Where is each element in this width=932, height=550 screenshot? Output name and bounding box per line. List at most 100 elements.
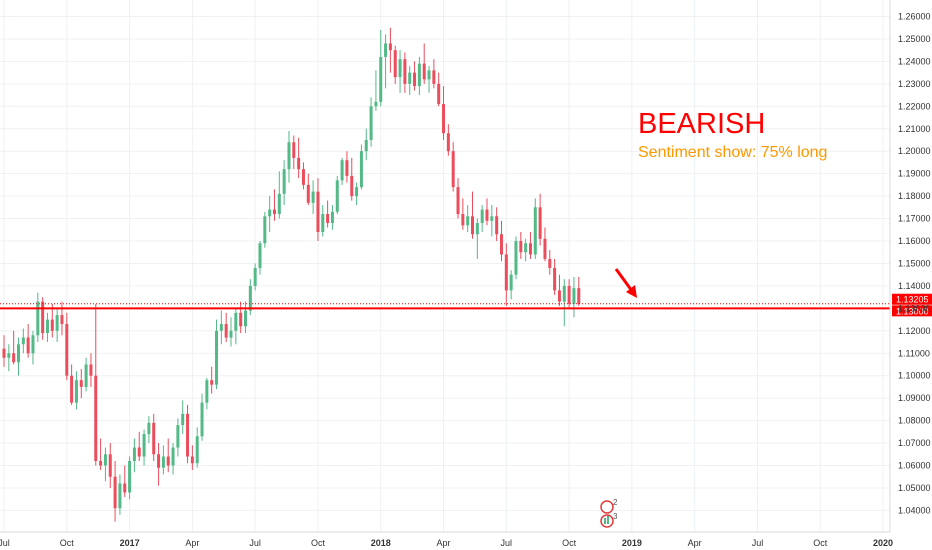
candle[interactable] [499, 220, 503, 262]
candle[interactable] [137, 431, 141, 462]
badge-flag[interactable]: 3 [600, 512, 618, 528]
candle[interactable] [161, 445, 165, 475]
candle[interactable] [113, 461, 117, 522]
candle[interactable] [369, 97, 373, 147]
candle[interactable] [326, 200, 330, 228]
candle[interactable] [272, 189, 276, 221]
candle[interactable] [152, 413, 156, 462]
annotation-subtitle[interactable]: Sentiment show: 75% long [638, 144, 827, 161]
candle[interactable] [268, 196, 272, 233]
candle[interactable] [374, 70, 378, 111]
candle[interactable] [50, 303, 54, 338]
candle[interactable] [364, 128, 368, 161]
candle[interactable] [528, 232, 532, 259]
candle[interactable] [157, 443, 161, 486]
candle[interactable] [74, 371, 78, 410]
candle[interactable] [388, 27, 392, 73]
candle[interactable] [509, 270, 513, 300]
candle[interactable] [456, 178, 460, 219]
candle[interactable] [359, 144, 363, 190]
candle[interactable] [514, 236, 518, 280]
candle[interactable] [79, 368, 83, 399]
candle[interactable] [65, 312, 69, 381]
candle[interactable] [171, 443, 175, 475]
candle[interactable] [548, 249, 552, 275]
candle[interactable] [132, 438, 136, 473]
candle[interactable] [176, 418, 180, 457]
candle[interactable] [562, 279, 566, 327]
candle-series[interactable] [2, 27, 581, 522]
candle[interactable] [311, 180, 315, 215]
candle[interactable] [480, 205, 484, 233]
candle[interactable] [345, 151, 349, 183]
candle[interactable] [403, 52, 407, 93]
candle[interactable] [524, 238, 528, 262]
candle[interactable] [210, 366, 214, 394]
candle[interactable] [393, 45, 397, 84]
candle[interactable] [2, 335, 6, 367]
down-arrow-icon[interactable] [614, 268, 637, 298]
candle[interactable] [427, 65, 431, 93]
candle[interactable] [45, 312, 49, 343]
candle[interactable] [504, 243, 508, 307]
candle[interactable] [224, 312, 228, 343]
candle[interactable] [253, 263, 257, 291]
candle[interactable] [398, 50, 402, 93]
candle[interactable] [316, 178, 320, 241]
candle[interactable] [12, 330, 16, 365]
candle[interactable] [519, 232, 523, 259]
candle[interactable] [553, 258, 557, 295]
candle[interactable] [84, 357, 88, 392]
candle[interactable] [108, 443, 112, 488]
candle[interactable] [31, 330, 35, 365]
candle[interactable] [451, 142, 455, 192]
candle[interactable] [321, 205, 325, 237]
candle[interactable] [475, 218, 479, 259]
candle[interactable] [181, 400, 185, 435]
candle[interactable] [408, 65, 412, 96]
candle[interactable] [350, 157, 354, 201]
candle[interactable] [258, 241, 262, 275]
candle[interactable] [471, 191, 475, 239]
candle[interactable] [26, 324, 30, 358]
candle[interactable] [432, 59, 436, 89]
candle[interactable] [186, 404, 190, 464]
candle[interactable] [567, 279, 571, 309]
candle[interactable] [437, 72, 441, 107]
candle[interactable] [70, 364, 74, 405]
candle[interactable] [234, 308, 238, 345]
candle[interactable] [417, 56, 421, 96]
candle[interactable] [306, 173, 310, 206]
candle[interactable] [292, 135, 296, 170]
candle[interactable] [166, 438, 170, 473]
candle[interactable] [466, 205, 470, 233]
candle[interactable] [335, 175, 339, 215]
candle[interactable] [21, 328, 25, 354]
candle[interactable] [422, 43, 426, 84]
candle[interactable] [99, 438, 103, 470]
candle[interactable] [89, 353, 93, 387]
bear-icon[interactable] [600, 500, 614, 514]
candle[interactable] [543, 227, 547, 262]
candle[interactable] [277, 171, 281, 219]
candle[interactable] [577, 276, 581, 307]
candle[interactable] [557, 274, 561, 307]
candle[interactable] [442, 86, 446, 140]
candle[interactable] [118, 474, 122, 515]
candle[interactable] [446, 124, 450, 156]
candle[interactable] [142, 429, 146, 466]
event-badges[interactable]: 2 3 [600, 498, 618, 528]
candle[interactable] [215, 319, 219, 390]
candle[interactable] [538, 193, 542, 246]
badge-bear[interactable]: 2 [600, 498, 618, 514]
candle[interactable] [36, 292, 40, 343]
candle[interactable] [301, 162, 305, 190]
candle[interactable] [355, 182, 359, 206]
candle[interactable] [495, 207, 499, 241]
candle[interactable] [282, 160, 286, 206]
candle[interactable] [379, 29, 383, 107]
annotations[interactable]: BEARISH Sentiment show: 75% long [614, 108, 827, 298]
